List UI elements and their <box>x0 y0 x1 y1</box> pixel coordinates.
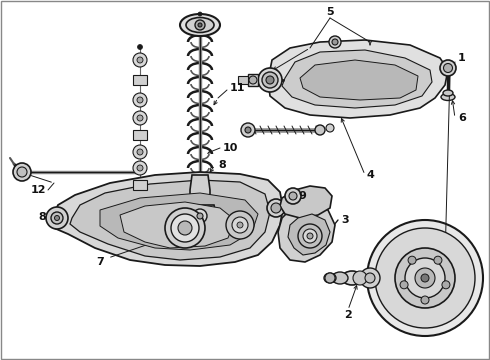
Ellipse shape <box>441 94 455 100</box>
Text: 11: 11 <box>229 83 245 93</box>
Circle shape <box>443 63 452 72</box>
Text: 12: 12 <box>30 185 46 195</box>
Circle shape <box>405 258 445 298</box>
Circle shape <box>13 163 31 181</box>
Circle shape <box>54 216 59 220</box>
Circle shape <box>400 281 408 289</box>
Ellipse shape <box>324 273 336 283</box>
Circle shape <box>267 199 285 217</box>
Circle shape <box>226 211 254 239</box>
Circle shape <box>408 256 416 264</box>
Circle shape <box>193 209 207 223</box>
Polygon shape <box>248 74 258 86</box>
Text: 2: 2 <box>344 310 352 320</box>
Text: 8: 8 <box>218 160 226 170</box>
Polygon shape <box>280 186 332 218</box>
Circle shape <box>197 213 203 219</box>
Circle shape <box>232 217 248 233</box>
Circle shape <box>367 220 483 336</box>
Circle shape <box>198 12 202 16</box>
Polygon shape <box>300 60 418 100</box>
Circle shape <box>303 229 317 243</box>
Text: 6: 6 <box>458 113 466 123</box>
Circle shape <box>198 23 202 27</box>
Polygon shape <box>100 193 258 250</box>
Polygon shape <box>268 40 448 118</box>
Circle shape <box>195 20 205 30</box>
Circle shape <box>51 212 63 224</box>
Ellipse shape <box>342 271 362 285</box>
Circle shape <box>137 115 143 121</box>
Circle shape <box>298 224 322 248</box>
Polygon shape <box>52 172 283 266</box>
Circle shape <box>285 188 301 204</box>
Circle shape <box>421 274 429 282</box>
Polygon shape <box>238 76 248 84</box>
Circle shape <box>307 233 313 239</box>
Circle shape <box>325 273 335 283</box>
Circle shape <box>17 167 27 177</box>
Polygon shape <box>70 180 270 260</box>
Polygon shape <box>133 75 147 85</box>
Circle shape <box>137 165 143 171</box>
Text: 8: 8 <box>38 212 46 222</box>
Circle shape <box>329 36 341 48</box>
Circle shape <box>137 57 143 63</box>
Ellipse shape <box>186 18 214 32</box>
Text: 1: 1 <box>458 53 466 63</box>
Polygon shape <box>120 202 235 248</box>
Circle shape <box>138 45 143 50</box>
Circle shape <box>178 221 192 235</box>
Circle shape <box>133 161 147 175</box>
Circle shape <box>332 39 338 45</box>
Text: 7: 7 <box>96 257 104 267</box>
Polygon shape <box>190 175 210 210</box>
Text: 10: 10 <box>222 143 238 153</box>
Circle shape <box>249 76 257 84</box>
Circle shape <box>133 111 147 125</box>
Text: 5: 5 <box>326 7 334 17</box>
Circle shape <box>271 203 281 213</box>
Polygon shape <box>288 214 330 255</box>
Ellipse shape <box>332 272 348 284</box>
Circle shape <box>237 222 243 228</box>
Circle shape <box>258 68 282 92</box>
Circle shape <box>137 97 143 103</box>
Circle shape <box>375 228 475 328</box>
Circle shape <box>133 145 147 159</box>
Circle shape <box>266 76 274 84</box>
Circle shape <box>137 149 143 155</box>
Circle shape <box>133 53 147 67</box>
Circle shape <box>171 214 199 242</box>
Circle shape <box>365 273 375 283</box>
Circle shape <box>360 268 380 288</box>
Circle shape <box>440 60 456 76</box>
Circle shape <box>245 127 251 133</box>
Text: 3: 3 <box>341 215 349 225</box>
Circle shape <box>315 125 325 135</box>
Circle shape <box>442 281 450 289</box>
Circle shape <box>434 256 442 264</box>
Circle shape <box>326 124 334 132</box>
Circle shape <box>46 207 68 229</box>
Polygon shape <box>133 130 147 140</box>
Circle shape <box>415 268 435 288</box>
Circle shape <box>262 72 278 88</box>
Circle shape <box>165 208 205 248</box>
Polygon shape <box>282 50 432 108</box>
Circle shape <box>395 248 455 308</box>
Circle shape <box>289 192 297 200</box>
Circle shape <box>241 123 255 137</box>
Circle shape <box>353 271 367 285</box>
Polygon shape <box>133 180 147 190</box>
Text: 9: 9 <box>298 191 306 201</box>
Circle shape <box>133 93 147 107</box>
Ellipse shape <box>180 14 220 36</box>
Text: 4: 4 <box>366 170 374 180</box>
Ellipse shape <box>443 90 453 96</box>
Polygon shape <box>184 205 216 228</box>
Circle shape <box>421 296 429 304</box>
Polygon shape <box>278 204 335 262</box>
